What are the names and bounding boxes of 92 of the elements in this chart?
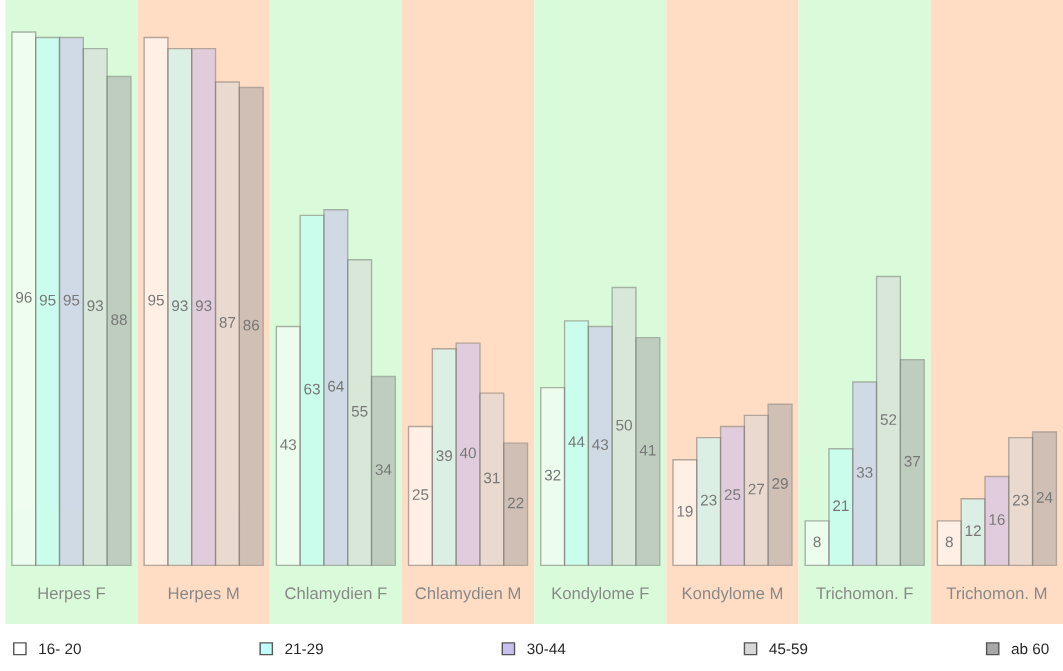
x-tick-label: Chlamydien F <box>285 586 387 603</box>
bar <box>238 86 264 567</box>
bar <box>563 320 590 567</box>
data-label: 22 <box>507 497 524 509</box>
legend-label: 45-59 <box>769 643 808 655</box>
x-tick-label: Herpes F <box>38 587 106 603</box>
bar <box>767 403 793 567</box>
data-label: 23 <box>700 494 717 506</box>
bar <box>828 447 854 567</box>
bar <box>852 381 878 567</box>
legend-label: ab 60 <box>1011 643 1049 655</box>
bar <box>299 214 325 567</box>
bar <box>503 442 529 567</box>
bar <box>167 47 193 567</box>
data-label: 93 <box>195 300 212 312</box>
bar <box>984 475 1010 567</box>
data-label: 87 <box>219 316 236 328</box>
data-label: 21 <box>833 500 849 511</box>
bar <box>11 31 37 567</box>
x-tick-label: Trichomon. M <box>946 586 1047 600</box>
data-label: 39 <box>436 450 453 462</box>
data-label: 63 <box>304 383 320 395</box>
x-tick-label: Herpes M <box>168 587 239 603</box>
data-label: 64 <box>328 380 344 392</box>
data-label: 95 <box>39 294 56 306</box>
bar <box>58 36 85 567</box>
bar <box>275 325 301 567</box>
data-label: 23 <box>1012 494 1029 506</box>
bar <box>540 386 566 567</box>
data-label: 31 <box>483 472 500 484</box>
legend-label: 16- 20 <box>39 643 81 655</box>
data-label: 41 <box>639 444 656 456</box>
x-tick-label: Trichomon. F <box>816 586 913 600</box>
bar <box>804 520 830 567</box>
x-tick-label: Chlamydien M <box>415 586 520 603</box>
data-label: 33 <box>856 466 873 478</box>
data-label: 8 <box>945 536 953 548</box>
data-label: 40 <box>459 447 476 459</box>
bar <box>899 359 925 567</box>
data-label: 25 <box>724 489 741 501</box>
bar <box>191 47 217 567</box>
data-label: 43 <box>280 439 297 451</box>
data-label: 44 <box>568 436 585 448</box>
data-label: 95 <box>148 294 164 306</box>
data-label: 16 <box>989 514 1005 526</box>
data-label: 27 <box>748 483 764 495</box>
data-label: 34 <box>375 464 392 476</box>
data-label: 32 <box>544 469 561 481</box>
data-label: 43 <box>592 439 609 451</box>
bar <box>35 36 61 567</box>
bar <box>407 425 434 567</box>
bar <box>370 375 397 567</box>
data-label: 19 <box>677 505 693 517</box>
bar <box>611 286 637 567</box>
data-label: 93 <box>172 300 188 312</box>
bar <box>143 36 169 567</box>
data-label: 50 <box>616 419 632 431</box>
data-label: 96 <box>16 291 32 303</box>
bar <box>479 392 505 567</box>
bar <box>82 47 108 567</box>
legend-label: 21-29 <box>285 643 323 655</box>
data-label: 37 <box>904 455 921 467</box>
bar <box>106 75 132 567</box>
data-label: 8 <box>813 536 821 548</box>
bar <box>455 342 481 567</box>
bar <box>1031 431 1058 567</box>
bar <box>875 275 902 567</box>
bar <box>431 347 457 567</box>
data-label: 95 <box>63 294 80 306</box>
bar <box>1008 436 1034 567</box>
data-label: 29 <box>772 478 788 489</box>
data-label: 86 <box>243 319 260 331</box>
data-label: 55 <box>351 406 368 417</box>
data-label: 24 <box>1036 491 1053 503</box>
bar <box>696 436 722 567</box>
x-tick-label: Kondylome F <box>552 586 649 603</box>
data-label: 25 <box>412 489 429 501</box>
bar <box>587 325 613 567</box>
data-label: 93 <box>87 300 104 312</box>
bar <box>672 459 698 567</box>
x-tick-label: Kondylome M <box>682 586 783 603</box>
bar <box>719 425 746 567</box>
bar <box>323 209 349 567</box>
legend-label: 30-44 <box>527 643 566 655</box>
bar <box>936 520 962 567</box>
bar <box>347 259 373 567</box>
bar <box>635 336 661 567</box>
bar <box>743 414 769 567</box>
data-label: 88 <box>111 314 127 326</box>
bar <box>214 81 241 567</box>
data-label: 12 <box>965 525 981 536</box>
data-label: 52 <box>880 414 897 426</box>
